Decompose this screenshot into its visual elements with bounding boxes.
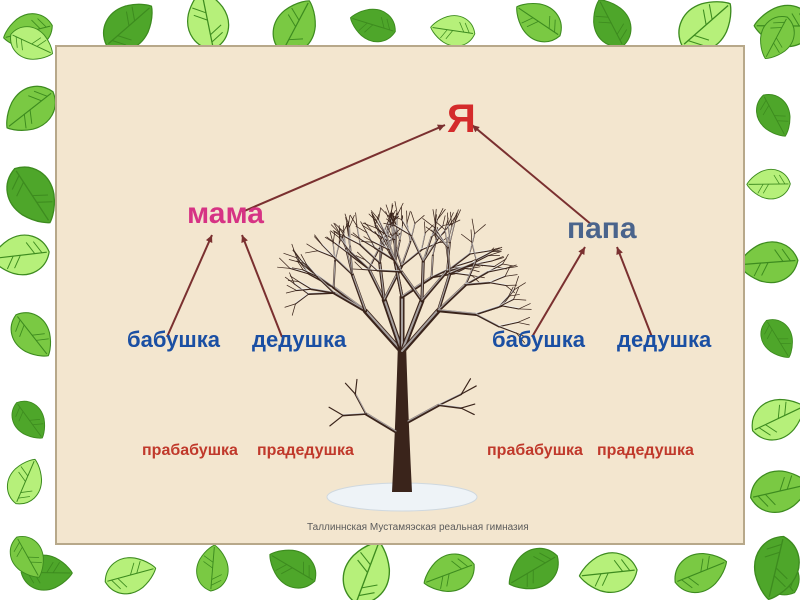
node-mother: мама — [187, 197, 264, 231]
diagram-panel: Я мама папа бабушка дедушка бабушка деду… — [55, 45, 745, 545]
node-grandmother-left: бабушка — [127, 327, 220, 353]
node-greatgrandfather-left: прадедушка — [257, 442, 354, 460]
node-gm-l-text: бабушка — [127, 327, 220, 352]
node-father: папа — [567, 212, 637, 246]
node-ggf-l-text: прадедушка — [257, 442, 354, 459]
node-greatgrandfather-right: прадедушка — [597, 442, 694, 460]
node-gf-r-text: дедушка — [617, 327, 711, 352]
node-mother-text: мама — [187, 197, 264, 230]
node-gf-l-text: дедушка — [252, 327, 346, 352]
canvas: Я мама папа бабушка дедушка бабушка деду… — [0, 0, 800, 600]
node-gm-r-text: бабушка — [492, 327, 585, 352]
node-father-text: папа — [567, 212, 637, 245]
footer-text: Таллиннская Мустамяэская реальная гимназ… — [307, 522, 529, 533]
node-greatgrandmother-right: прабабушка — [487, 442, 583, 460]
node-grandfather-right: дедушка — [617, 327, 711, 353]
footer-caption: Таллиннская Мустамяэская реальная гимназ… — [307, 522, 529, 533]
node-self: Я — [447, 97, 476, 142]
node-ggf-r-text: прадедушка — [597, 442, 694, 459]
node-grandmother-right: бабушка — [492, 327, 585, 353]
node-grandfather-left: дедушка — [252, 327, 346, 353]
panel-svg — [57, 47, 747, 547]
tree-graphic — [277, 201, 531, 511]
node-greatgrandmother-left: прабабушка — [142, 442, 238, 460]
node-ggm-l-text: прабабушка — [142, 442, 238, 459]
node-self-text: Я — [447, 97, 476, 141]
node-ggm-r-text: прабабушка — [487, 442, 583, 459]
